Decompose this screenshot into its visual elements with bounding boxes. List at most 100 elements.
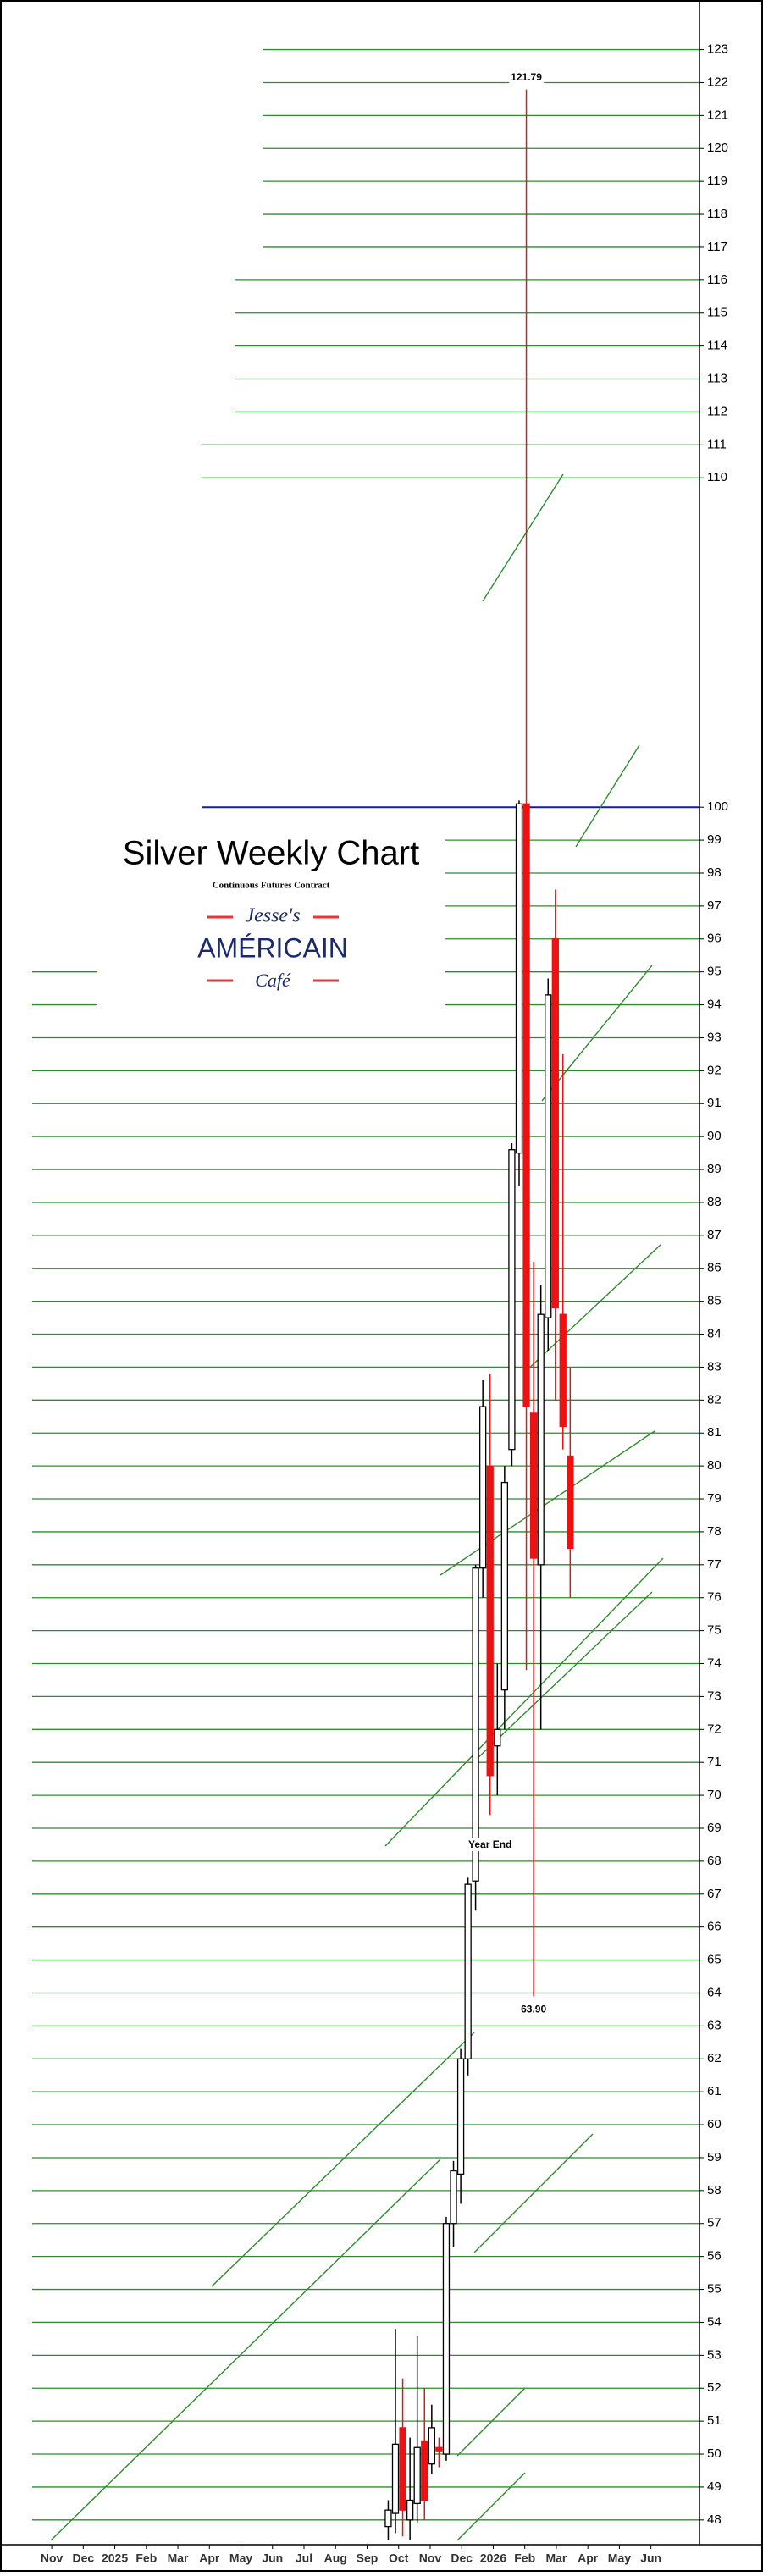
- candle-body: [515, 803, 523, 1154]
- y-tick-label: 91: [707, 1096, 722, 1110]
- annotation-bg: [509, 69, 545, 84]
- y-tick-label: 76: [707, 1590, 722, 1605]
- annotation: Year End: [468, 1838, 511, 1850]
- y-tick-label: 49: [707, 2479, 722, 2494]
- y-tick-label: 85: [707, 1294, 722, 1308]
- y-tick-label: 75: [707, 1623, 722, 1638]
- y-tick-label: 60: [707, 2117, 722, 2131]
- y-tick-label: 73: [707, 1689, 722, 1703]
- candle-body: [464, 1883, 472, 2059]
- y-tick-label: 78: [707, 1524, 722, 1539]
- x-tick-label: 2025: [102, 2551, 128, 2565]
- x-tick-label: Dec: [72, 2551, 94, 2565]
- y-tick-label: 71: [707, 1755, 722, 1769]
- trend-line: [456, 2387, 526, 2457]
- y-tick-label: 95: [707, 965, 722, 979]
- y-tick-label: 111: [707, 437, 727, 451]
- x-tick-label: Apr: [199, 2551, 220, 2565]
- y-tick-label: 117: [707, 240, 727, 254]
- candle-body: [522, 803, 530, 1407]
- trend-line: [473, 2133, 594, 2253]
- chart-title: Silver Weekly Chart: [123, 835, 419, 872]
- candle-body: [391, 2443, 400, 2514]
- y-tick-label: 53: [707, 2347, 722, 2362]
- y-tick-label: 93: [707, 1030, 722, 1044]
- y-tick-label: 110: [707, 470, 727, 484]
- y-tick-label: 61: [707, 2084, 722, 2098]
- y-tick-label: 82: [707, 1392, 722, 1407]
- trend-line: [575, 744, 640, 848]
- trend-line: [50, 2159, 441, 2541]
- y-tick-label: 120: [707, 141, 728, 155]
- y-tick-label: 52: [707, 2380, 722, 2395]
- trend-lines: [50, 473, 664, 2541]
- candle-body: [567, 1455, 574, 1550]
- x-tick-label: Oct: [389, 2551, 409, 2565]
- candle-body: [559, 1313, 567, 1428]
- x-tick-label: Aug: [324, 2551, 347, 2565]
- title-box: [97, 817, 445, 1011]
- candle-body: [406, 2499, 414, 2521]
- trend-line: [211, 2032, 475, 2287]
- candle-body: [450, 2170, 457, 2225]
- y-tick-label: 56: [707, 2249, 722, 2264]
- candle-body: [435, 2446, 443, 2452]
- y-tick-label: 65: [707, 1953, 722, 1967]
- blank-area: [32, 7, 202, 955]
- candle-body: [456, 2058, 465, 2175]
- candle-body: [479, 1406, 487, 1569]
- y-tick-label: 59: [707, 2150, 722, 2164]
- candle-body: [384, 2509, 392, 2528]
- y-tick-label: 54: [707, 2314, 722, 2329]
- candle-body: [413, 2446, 421, 2505]
- y-tick-label: 69: [707, 1821, 722, 1835]
- y-tick-label: 67: [707, 1887, 722, 1901]
- y-tick-label: 70: [707, 1788, 722, 1802]
- y-tick-label: 58: [707, 2183, 722, 2197]
- candle-body: [421, 2440, 428, 2501]
- x-tick-label: May: [608, 2551, 631, 2565]
- y-tick-label: 66: [707, 1920, 722, 1934]
- x-tick-label: Jul: [296, 2551, 312, 2565]
- candle-body: [428, 2427, 435, 2465]
- y-tick-label: 81: [707, 1425, 722, 1440]
- y-tick-label: 64: [707, 1985, 722, 1999]
- x-tick-label: Mar: [545, 2551, 567, 2565]
- candle-body: [500, 1481, 509, 1691]
- blank-area: [235, 7, 263, 265]
- y-tick-label: 87: [707, 1228, 722, 1242]
- annotation: 121.79: [511, 71, 542, 83]
- y-tick-label: 121: [707, 108, 728, 122]
- x-tick-label: Dec: [451, 2551, 473, 2565]
- y-tick-label: 112: [707, 404, 727, 418]
- chart-subtitle: Continuous Futures Contract: [213, 881, 330, 891]
- candles: [384, 89, 574, 2540]
- y-tick-label: 115: [707, 306, 727, 320]
- candle-body: [494, 1728, 501, 1747]
- x-tick-label: Mar: [168, 2551, 189, 2565]
- x-tick-label: Apr: [578, 2551, 599, 2565]
- y-tick-label: 119: [707, 174, 727, 188]
- x-tick-label: 2026: [480, 2551, 506, 2565]
- x-tick-label: Nov: [41, 2551, 64, 2565]
- y-tick-label: 114: [707, 339, 727, 353]
- y-tick-label: 72: [707, 1722, 722, 1736]
- trend-line: [456, 2472, 526, 2541]
- y-tick-label: 123: [707, 42, 728, 57]
- x-tick-label: Feb: [135, 2551, 157, 2565]
- y-tick-label: 68: [707, 1854, 722, 1868]
- candle-body: [529, 1412, 538, 1559]
- masks: [32, 7, 445, 1011]
- trend-line: [384, 1557, 664, 1847]
- y-tick-label: 98: [707, 865, 722, 880]
- y-tick-label: 92: [707, 1063, 722, 1077]
- y-tick-label: 50: [707, 2446, 722, 2461]
- y-tick-label: 116: [707, 273, 727, 287]
- y-tick-label: 100: [707, 799, 728, 814]
- grid: [32, 48, 699, 2521]
- blank-area: [202, 7, 235, 429]
- y-tick-label: 80: [707, 1458, 722, 1473]
- logo-line: Café: [255, 970, 291, 991]
- x-tick-label: May: [229, 2551, 252, 2565]
